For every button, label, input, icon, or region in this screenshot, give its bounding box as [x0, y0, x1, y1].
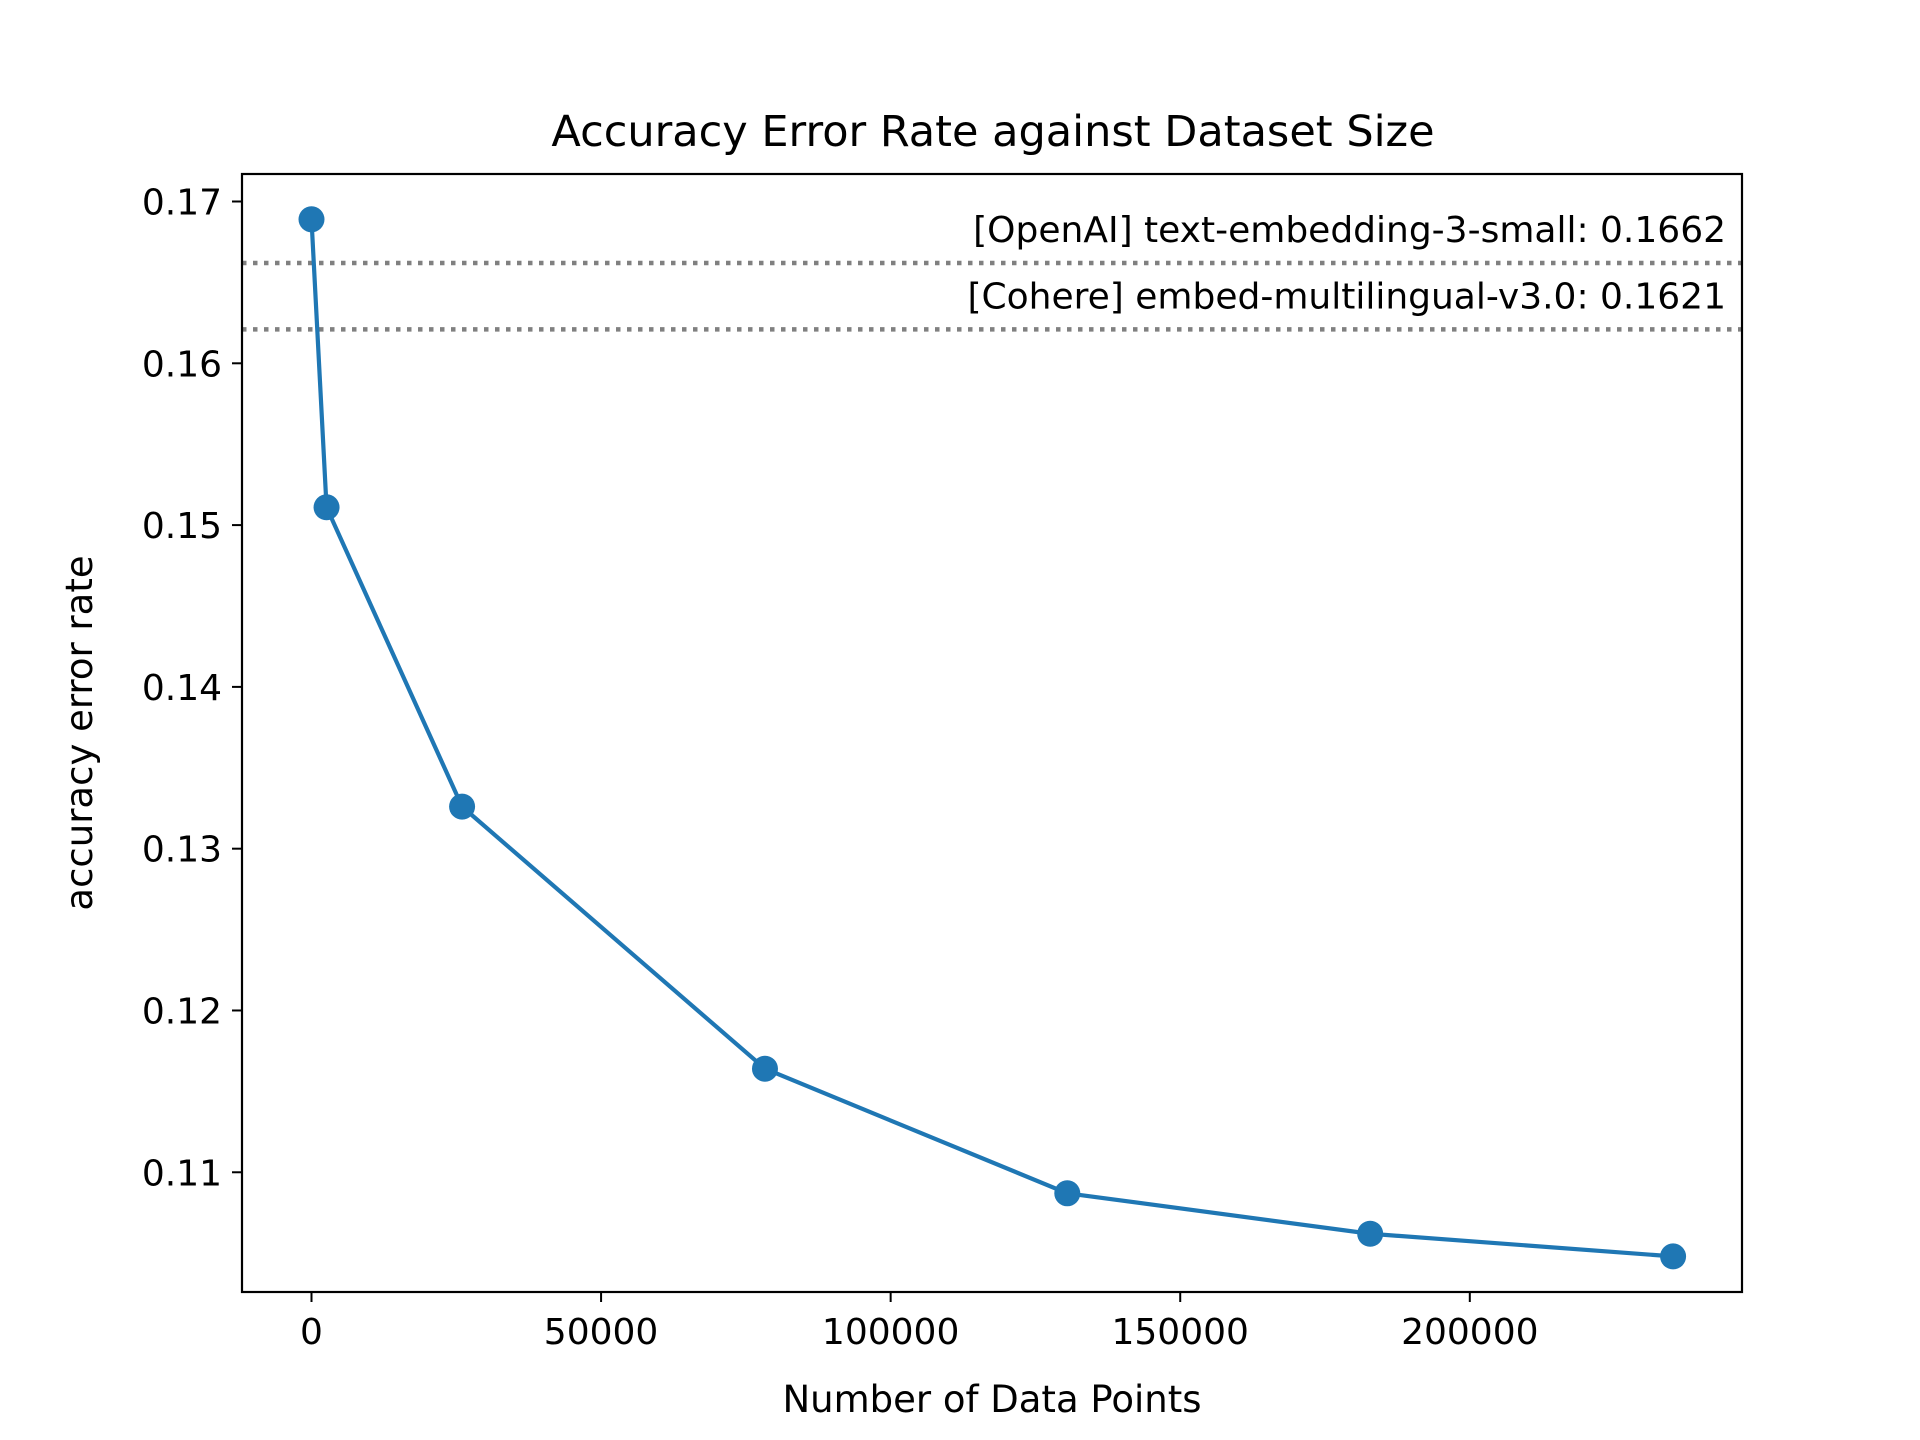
plot-area: 0 50000 100000 150000 200000 0.11 0.12 0.13 0.14… [142, 183, 1742, 1353]
x-axis-label: Number of Data Points [782, 1378, 1201, 1421]
data-point [1054, 1180, 1081, 1207]
y-tick-label: 0.11 [142, 1153, 222, 1194]
y-tick-label: 0.13 [142, 830, 222, 871]
y-tick-label: 0.15 [142, 506, 222, 547]
axes-frame [240, 172, 1744, 1294]
reference-line-label: [OpenAI] text-embedding-3-small: 0.1662 [973, 210, 1726, 251]
y-tick-label: 0.17 [142, 183, 222, 224]
y-axis-label: accuracy error rate [58, 555, 101, 910]
chart-title: Accuracy Error Rate against Dataset Size [551, 107, 1434, 157]
y-tick-label: 0.12 [142, 991, 222, 1032]
y-tick-label: 0.14 [142, 668, 222, 709]
reference-line-label: [Cohere] embed-multilingual-v3.0: 0.1621 [967, 276, 1726, 317]
y-tick-label: 0.16 [142, 344, 222, 385]
data-point [298, 206, 325, 233]
x-tick-label: 150000 [1112, 1312, 1249, 1353]
data-point [1660, 1243, 1687, 1270]
x-tick-label: 50000 [544, 1312, 659, 1353]
data-point [449, 793, 476, 820]
data-point [751, 1055, 778, 1082]
x-tick-label: 0 [300, 1312, 323, 1353]
x-tick-label: 100000 [822, 1312, 959, 1353]
data-point [1357, 1220, 1384, 1247]
x-tick-label: 200000 [1401, 1312, 1538, 1353]
data-point [313, 494, 340, 521]
